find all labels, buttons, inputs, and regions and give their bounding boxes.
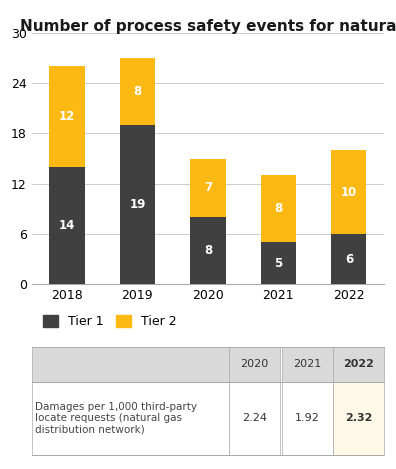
Text: 2.32: 2.32 bbox=[345, 413, 372, 424]
FancyBboxPatch shape bbox=[333, 382, 384, 455]
Text: Damages per 1,000 third-party
locate requests (natural gas
distribution network): Damages per 1,000 third-party locate req… bbox=[35, 401, 197, 435]
Bar bbox=[190, 159, 226, 217]
FancyBboxPatch shape bbox=[282, 382, 333, 455]
Bar bbox=[261, 175, 296, 242]
FancyBboxPatch shape bbox=[333, 347, 384, 382]
Text: 8: 8 bbox=[274, 202, 282, 215]
Bar bbox=[331, 150, 367, 234]
Text: 14: 14 bbox=[59, 219, 75, 232]
Text: 1.92: 1.92 bbox=[295, 413, 320, 424]
Text: 7: 7 bbox=[204, 182, 212, 194]
FancyBboxPatch shape bbox=[229, 382, 280, 455]
Bar bbox=[120, 125, 155, 284]
Text: 5: 5 bbox=[274, 257, 282, 270]
Text: 2.24: 2.24 bbox=[242, 413, 267, 424]
Text: 19: 19 bbox=[129, 198, 146, 211]
Legend: Tier 1, Tier 2: Tier 1, Tier 2 bbox=[38, 310, 182, 333]
Text: 12: 12 bbox=[59, 110, 75, 123]
Text: 8: 8 bbox=[204, 244, 212, 257]
Bar bbox=[190, 217, 226, 284]
Text: 2022: 2022 bbox=[343, 359, 374, 370]
Text: 2020: 2020 bbox=[240, 359, 269, 370]
Bar bbox=[50, 66, 85, 167]
Bar bbox=[331, 234, 367, 284]
FancyBboxPatch shape bbox=[282, 347, 333, 382]
Text: 6: 6 bbox=[345, 253, 353, 265]
Bar bbox=[50, 167, 85, 284]
Text: 10: 10 bbox=[341, 186, 357, 198]
FancyBboxPatch shape bbox=[32, 347, 229, 382]
Bar bbox=[261, 242, 296, 284]
FancyBboxPatch shape bbox=[229, 347, 280, 382]
Text: 8: 8 bbox=[133, 85, 141, 98]
Text: 2021: 2021 bbox=[293, 359, 322, 370]
Bar bbox=[120, 58, 155, 125]
FancyBboxPatch shape bbox=[32, 382, 229, 455]
Text: Number of process safety events for natural gas: Number of process safety events for natu… bbox=[20, 19, 396, 34]
